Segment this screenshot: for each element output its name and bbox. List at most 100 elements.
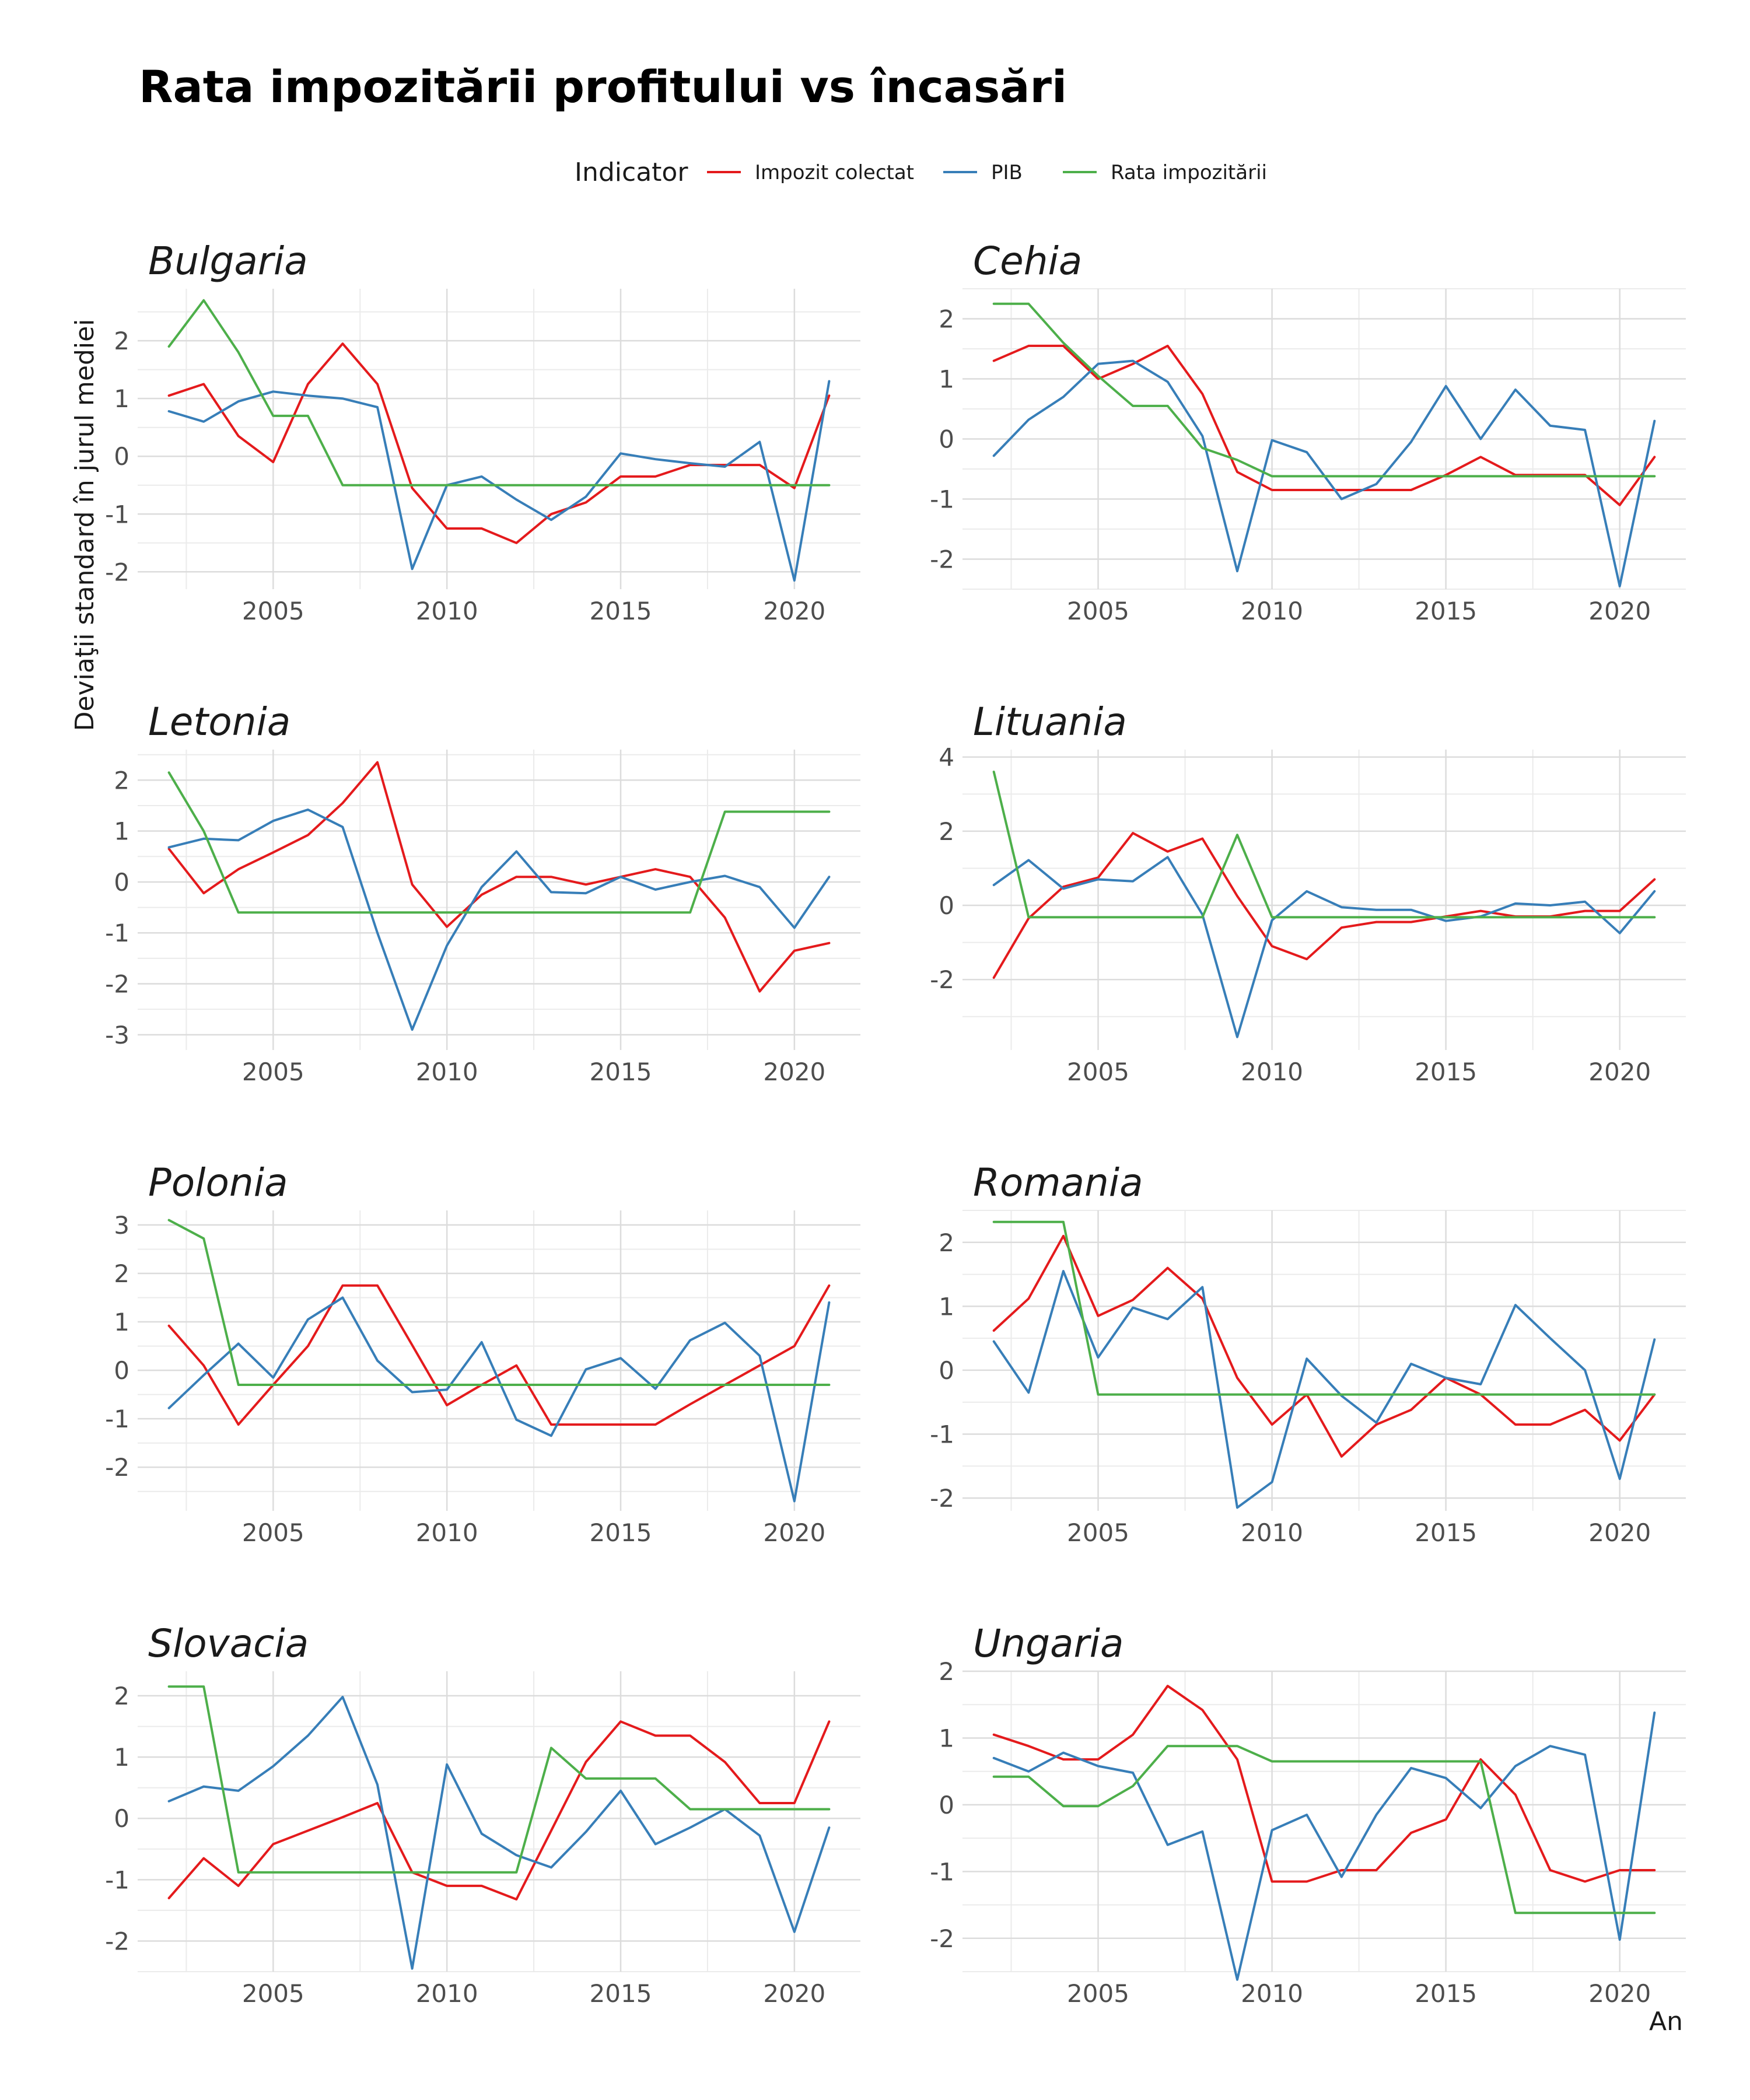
series-line-rata-impozit-rii	[167, 1219, 831, 1386]
series-line-rata-impozit-rii	[167, 771, 831, 914]
panel-polonia: 2005 2010 2015 2020 -2 -1 0 1 2 3 Polonia	[105, 1160, 860, 1547]
y-tick-label: 0	[114, 868, 130, 897]
series-line-rata-impozit-rii	[167, 1685, 831, 1874]
legend-item: Impozit colectat	[707, 161, 914, 184]
x-axis-title: An	[1649, 2007, 1683, 2036]
x-tick-label: 2010	[1241, 1518, 1303, 1547]
x-tick-label: 2020	[1588, 1518, 1651, 1547]
x-tick-label: 2005	[242, 1979, 304, 2008]
legend-item: Rata impozitării	[1063, 161, 1267, 184]
x-tick-label: 2005	[242, 597, 304, 625]
y-tick-label: 1	[939, 1724, 954, 1752]
y-axis-title: Deviaţii standard în jurul mediei	[70, 319, 100, 732]
panel-title: Ungaria	[973, 1621, 1124, 1666]
legend-label: PIB	[991, 161, 1023, 184]
y-tick-label: -1	[930, 1420, 954, 1449]
chart-title: Rata impozitării profitului vs încasări	[139, 61, 1067, 113]
series-line-impozit-colectat	[992, 344, 1656, 506]
x-tick-label: 2015	[1415, 1979, 1477, 2008]
y-tick-label: 0	[939, 1356, 954, 1385]
y-tick-label: 0	[114, 1356, 130, 1385]
y-tick-label: -2	[930, 1484, 954, 1513]
y-tick-label: -1	[105, 1405, 130, 1433]
y-tick-label: -2	[105, 1927, 130, 1955]
x-tick-label: 2010	[416, 597, 478, 625]
series-line-rata-impozit-rii	[167, 299, 831, 487]
panel-title: Polonia	[148, 1160, 288, 1205]
x-tick-label: 2015	[1415, 597, 1477, 625]
y-tick-label: 0	[939, 425, 954, 454]
x-tick-label: 2015	[590, 597, 652, 625]
y-tick-label: -1	[105, 500, 130, 528]
legend-label: Rata impozitării	[1111, 161, 1267, 184]
x-tick-label: 2015	[590, 1518, 652, 1547]
y-tick-label: -2	[105, 558, 130, 586]
x-tick-label: 2005	[1067, 1058, 1129, 1086]
x-tick-label: 2010	[416, 1979, 478, 2008]
legend-item: PIB	[943, 161, 1023, 184]
panel-romania: 2005 2010 2015 2020 -2 -1 0 1 2 Romania	[930, 1160, 1686, 1547]
panel-letonia: 2005 2010 2015 2020 -3 -2 -1 0 1 2 Letonia	[105, 699, 860, 1086]
y-tick-label: 4	[939, 743, 954, 772]
x-tick-label: 2015	[1415, 1058, 1477, 1086]
legend: Indicator Impozit colectat PIB Rata impozi…	[575, 158, 1267, 187]
series-line-impozit-colectat	[167, 1284, 831, 1426]
x-tick-label: 2015	[590, 1058, 652, 1086]
series-line-rata-impozit-rii	[992, 302, 1656, 478]
x-tick-label: 2005	[1067, 597, 1129, 625]
x-tick-label: 2020	[1588, 1979, 1651, 2008]
y-tick-label: -2	[930, 965, 954, 994]
y-tick-label: 1	[114, 817, 130, 846]
y-tick-label: 1	[114, 384, 130, 413]
y-tick-label: 1	[114, 1743, 130, 1772]
series-line-impozit-colectat	[167, 1720, 831, 1901]
y-tick-label: -1	[105, 1866, 130, 1894]
panel-title: Cehia	[973, 239, 1082, 284]
x-tick-label: 2020	[763, 1979, 825, 2008]
x-tick-label: 2010	[416, 1058, 478, 1086]
y-tick-label: -2	[105, 970, 130, 999]
x-tick-label: 2020	[763, 1058, 825, 1086]
x-tick-label: 2010	[416, 1518, 478, 1547]
panel-ungaria: 2005 2010 2015 2020 -2 -1 0 1 2 Ungaria	[930, 1621, 1686, 2008]
y-tick-label: 2	[114, 327, 130, 355]
series-line-pib	[167, 808, 831, 1031]
y-tick-label: -1	[105, 919, 130, 947]
series-line-pib	[992, 1270, 1656, 1509]
y-tick-label: 0	[939, 1791, 954, 1819]
legend-title: Indicator	[575, 158, 688, 187]
x-tick-label: 2015	[590, 1979, 652, 2008]
series-line-pib	[992, 856, 1656, 1038]
panel-lituania: 2005 2010 2015 2020 -2 0 2 4 Lituania	[930, 699, 1686, 1086]
x-tick-label: 2010	[1241, 597, 1303, 625]
series-line-pib	[992, 1712, 1656, 1981]
panel-title: Lituania	[973, 699, 1127, 744]
series-line-impozit-colectat	[992, 1685, 1656, 1883]
x-tick-label: 2005	[242, 1058, 304, 1086]
y-tick-label: 0	[939, 891, 954, 920]
y-tick-label: 2	[114, 1259, 130, 1288]
panel-slovacia: 2005 2010 2015 2020 -2 -1 0 1 2 Slovacia	[105, 1621, 860, 2008]
y-tick-label: 2	[939, 305, 954, 334]
panel-title: Slovacia	[148, 1621, 309, 1666]
series-line-rata-impozit-rii	[992, 1220, 1656, 1396]
panel-title: Letonia	[148, 699, 290, 744]
series-line-impozit-colectat	[167, 342, 831, 544]
x-tick-label: 2005	[1067, 1979, 1129, 2008]
x-tick-label: 2020	[763, 1518, 825, 1547]
y-tick-label: -3	[105, 1021, 130, 1049]
y-tick-label: -1	[930, 485, 954, 514]
y-tick-label: 3	[114, 1211, 130, 1240]
series-line-impozit-colectat	[992, 1234, 1656, 1458]
panel-title: Romania	[973, 1160, 1143, 1205]
y-tick-label: -1	[930, 1857, 954, 1886]
y-tick-label: 2	[939, 1657, 954, 1686]
y-tick-label: -2	[930, 1924, 954, 1953]
y-tick-label: 1	[939, 365, 954, 394]
x-tick-label: 2020	[763, 597, 825, 625]
x-tick-label: 2010	[1241, 1058, 1303, 1086]
x-tick-label: 2010	[1241, 1979, 1303, 2008]
y-tick-label: 2	[939, 1228, 954, 1257]
